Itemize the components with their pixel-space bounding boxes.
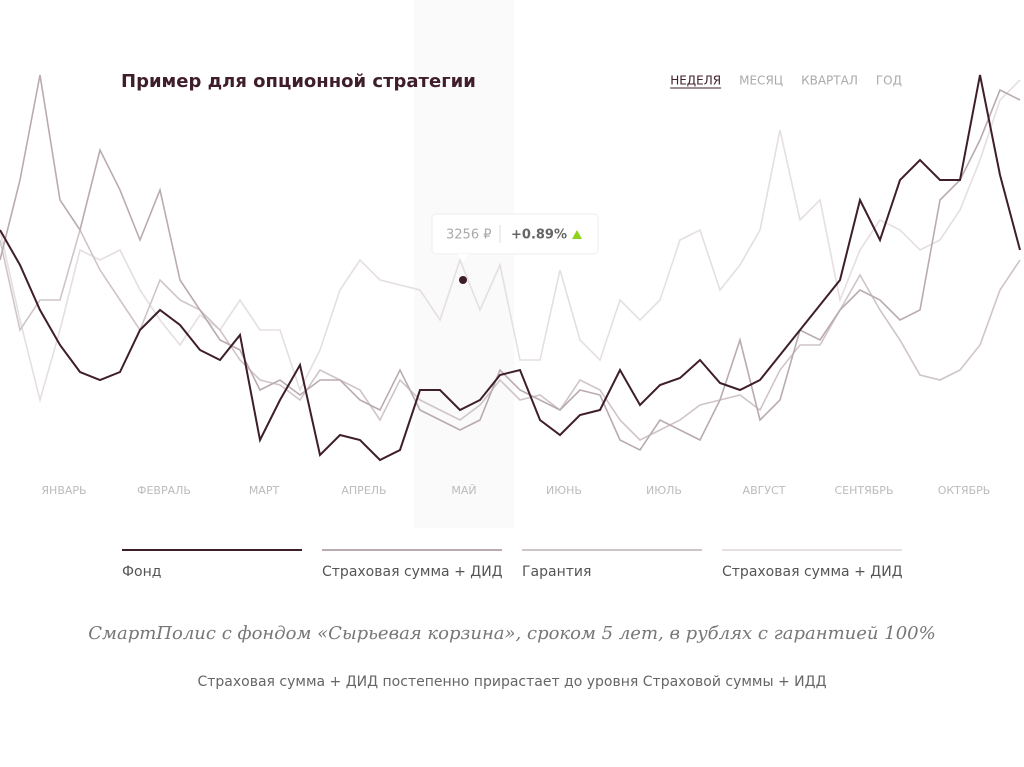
x-tick-label: ОКТЯБРЬ [938, 484, 991, 497]
x-tick-label: ЯНВАРЬ [41, 484, 86, 497]
period-tab[interactable]: КВАРТАЛ [801, 74, 858, 88]
chart-title: Пример для опционной стратегии [121, 71, 476, 92]
series-line [0, 74, 1021, 462]
x-tick-label: АПРЕЛЬ [341, 484, 386, 497]
period-tab[interactable]: НЕДЕЛЯ [670, 74, 721, 88]
up-arrow [572, 230, 582, 239]
legend-label: Страховая сумма + ДИД [322, 564, 503, 580]
series-line [0, 227, 1021, 441]
x-tick-label: СЕНТЯБРЬ [835, 484, 894, 497]
highlight-band [414, 0, 514, 528]
x-tick-label: МАРТ [249, 484, 280, 497]
legend-label: Гарантия [522, 564, 591, 580]
tooltip: 3256 ₽ +0.89% [431, 213, 599, 284]
tooltip-pointer [457, 254, 469, 262]
note: Страховая сумма + ДИД постепенно прираст… [197, 674, 826, 690]
tooltip-dot [459, 276, 467, 284]
tooltip-price: 3256 ₽ [446, 228, 492, 243]
series-line [0, 74, 1021, 452]
x-tick-label: МАЙ [451, 484, 476, 497]
series-line [0, 79, 1021, 404]
legend-label: Страховая сумма + ДИД [722, 564, 903, 580]
x-tick-label: ИЮЛЬ [646, 484, 682, 497]
x-tick-label: ФЕВРАЛЬ [137, 484, 191, 497]
legend-label: Фонд [122, 564, 161, 580]
tooltip-change: +0.89% [511, 228, 567, 243]
subtitle: СмартПолис с фондом «Сырьевая корзина», … [88, 623, 935, 644]
tooltip-box [431, 213, 599, 255]
x-tick-label: АВГУСТ [743, 484, 786, 497]
x-tick-label: ИЮНЬ [546, 484, 582, 497]
period-tab[interactable]: МЕСЯЦ [739, 74, 783, 88]
period-tab[interactable]: ГОД [876, 74, 902, 88]
